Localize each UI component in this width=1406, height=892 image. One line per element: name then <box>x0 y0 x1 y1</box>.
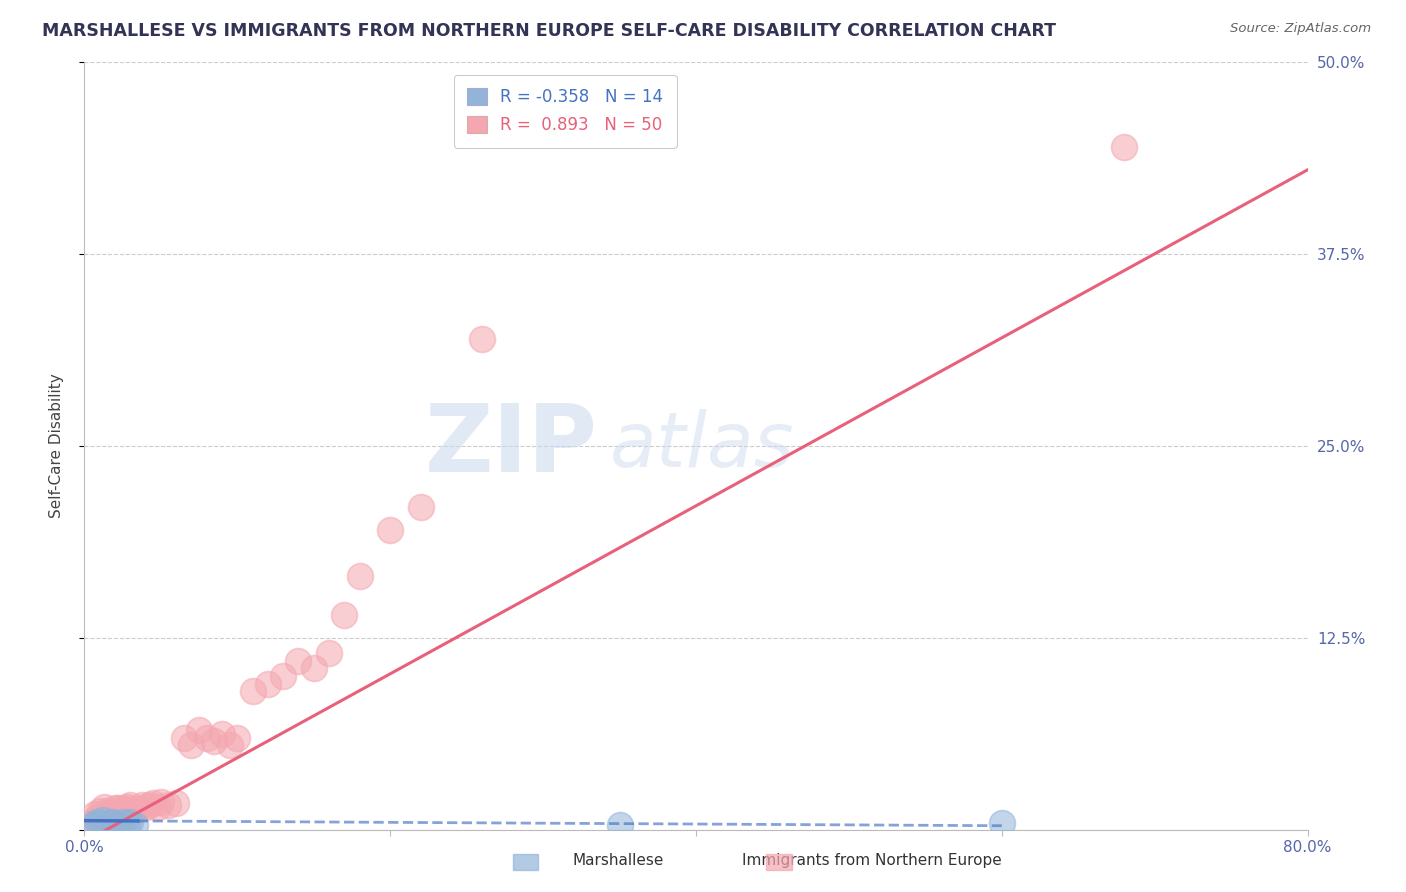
Point <box>86 810 108 824</box>
Point <box>302 661 325 675</box>
Point <box>242 684 264 698</box>
Point <box>609 818 631 832</box>
Point <box>104 801 127 815</box>
Point <box>135 799 157 814</box>
Point <box>101 807 124 822</box>
Point <box>131 797 153 812</box>
Point <box>142 797 165 811</box>
Point <box>120 814 142 829</box>
Point <box>226 731 249 745</box>
Point <box>89 810 111 824</box>
Point <box>115 816 138 830</box>
Point <box>173 731 195 745</box>
Point <box>96 809 118 823</box>
Point <box>271 669 294 683</box>
Point <box>138 797 160 812</box>
Point <box>104 804 127 818</box>
Point <box>195 731 218 745</box>
Point <box>80 818 103 832</box>
Point <box>107 818 129 832</box>
Text: Source: ZipAtlas.com: Source: ZipAtlas.com <box>1230 22 1371 36</box>
Point <box>111 814 134 829</box>
Point <box>111 807 134 822</box>
Point <box>991 816 1014 830</box>
Y-axis label: Self-Care Disability: Self-Care Disability <box>49 374 63 518</box>
Point <box>96 804 118 818</box>
Point <box>91 807 114 822</box>
Point <box>333 607 356 622</box>
Point <box>149 795 172 809</box>
Point <box>80 814 103 829</box>
Point <box>287 654 309 668</box>
Point <box>318 646 340 660</box>
Point <box>120 797 142 812</box>
Point <box>97 805 120 820</box>
Point <box>202 733 225 747</box>
Point <box>115 799 138 814</box>
Text: atlas: atlas <box>610 409 794 483</box>
Point <box>471 332 494 346</box>
Point <box>257 677 280 691</box>
Point <box>124 818 146 832</box>
Point <box>101 814 124 829</box>
Point <box>86 814 108 829</box>
Text: Marshallese: Marshallese <box>574 854 664 868</box>
Point <box>409 500 432 515</box>
Point <box>349 569 371 583</box>
Point <box>211 727 233 741</box>
Text: Immigrants from Northern Europe: Immigrants from Northern Europe <box>742 854 1001 868</box>
Point <box>93 799 115 814</box>
Point <box>111 801 134 815</box>
Text: MARSHALLESE VS IMMIGRANTS FROM NORTHERN EUROPE SELF-CARE DISABILITY CORRELATION : MARSHALLESE VS IMMIGRANTS FROM NORTHERN … <box>42 22 1056 40</box>
Point <box>122 803 145 817</box>
Point <box>124 804 146 818</box>
Point <box>107 801 129 815</box>
Point <box>127 801 149 815</box>
Point <box>91 814 114 828</box>
Legend: R = -0.358   N = 14, R =  0.893   N = 50: R = -0.358 N = 14, R = 0.893 N = 50 <box>454 75 676 147</box>
Text: ZIP: ZIP <box>425 400 598 492</box>
Point <box>180 738 202 752</box>
Point <box>218 738 240 752</box>
Point <box>380 524 402 538</box>
Point <box>1114 140 1136 154</box>
Point <box>96 816 118 830</box>
Point <box>120 803 142 817</box>
Point <box>89 816 111 830</box>
Point <box>157 797 180 812</box>
Point <box>165 797 187 811</box>
Point <box>146 799 169 814</box>
Point <box>104 816 127 830</box>
Point <box>89 804 111 818</box>
Point <box>84 807 107 822</box>
Point <box>188 723 211 737</box>
